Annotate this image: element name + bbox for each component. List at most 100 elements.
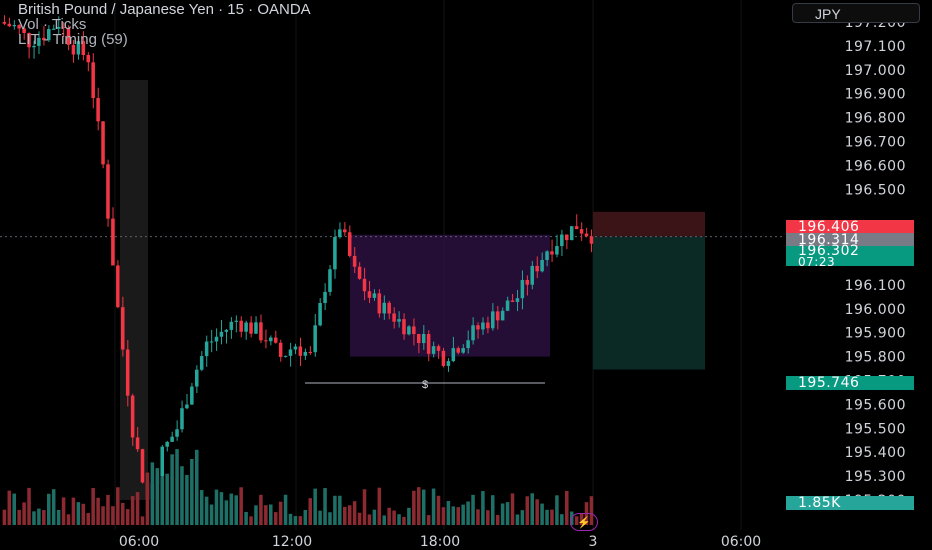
volume-bar (387, 507, 391, 525)
candle-body (27, 33, 31, 48)
price-tick-label: 196.800 (845, 111, 906, 127)
volume-indicator-label[interactable]: Vol · Ticks (18, 16, 87, 33)
volume-bar (347, 505, 352, 525)
candle-body (560, 234, 564, 247)
candle-body (91, 62, 95, 99)
volume-bar (446, 501, 451, 525)
candle-body (323, 291, 327, 304)
volume-bar (224, 500, 229, 525)
candle-body (352, 255, 357, 267)
candle-body (170, 436, 174, 442)
volume-bar (91, 487, 95, 525)
volume-bar (426, 515, 431, 525)
candle-body (51, 28, 56, 30)
volume-bar (466, 501, 470, 525)
candle-body (589, 236, 594, 244)
candle-body (219, 331, 224, 337)
volume-bar (7, 490, 12, 525)
candle-body (269, 337, 273, 342)
liquidity-label: $ (422, 379, 428, 391)
volume-bar (180, 466, 184, 525)
candle-body (510, 300, 515, 302)
candle-body (32, 45, 36, 48)
candle-body (288, 349, 293, 356)
candle-body (116, 265, 120, 308)
volume-bar (338, 495, 342, 525)
stop-price-tag: 196.406 (786, 220, 914, 234)
volume-bar (264, 505, 268, 525)
candle-body (303, 351, 308, 356)
volume-bar (515, 514, 520, 525)
volume-bar (214, 489, 219, 525)
volume-bar (451, 506, 456, 525)
candle-body (574, 226, 579, 230)
volume-bar (328, 512, 332, 525)
price-tick-label: 197.100 (845, 39, 906, 55)
candle-body (204, 341, 209, 357)
candle-body (249, 322, 253, 334)
currency-button[interactable]: JPY (792, 3, 920, 23)
candle-body (7, 23, 12, 27)
candle-body (392, 313, 396, 322)
lightning-icon[interactable]: ⚡ (570, 513, 598, 531)
candle-body (421, 334, 426, 344)
volume-bar (431, 488, 436, 525)
volume-bar (278, 501, 283, 525)
volume-bar (150, 462, 155, 525)
volume-bar (560, 514, 564, 525)
symbol-title[interactable]: British Pound / Japanese Yen · 15 · OAND… (18, 1, 311, 18)
price-tick-label: 196.100 (845, 278, 906, 294)
volume-bar (491, 495, 495, 525)
candle-body (125, 349, 130, 396)
volume-bar (66, 514, 71, 525)
candle-body (481, 322, 485, 330)
volume-bar (145, 472, 150, 525)
candle-body (37, 37, 41, 46)
volume-bar (86, 513, 90, 525)
last-price-value: 196.302 (798, 243, 860, 259)
candle-body (540, 259, 544, 272)
candle-body (535, 265, 539, 272)
volume-bar (589, 496, 594, 525)
last-price-tag: 196.302 07:23 (786, 243, 914, 268)
candle-body (293, 346, 298, 350)
volume-bar (209, 504, 214, 525)
price-tick-label: 196.900 (845, 87, 906, 103)
lit-timing-indicator-label[interactable]: LIT - Timing (59) (18, 31, 128, 48)
candle-body (476, 325, 480, 330)
volume-bar (397, 514, 401, 525)
candle-body (209, 341, 214, 343)
candle-body (377, 293, 382, 314)
volume-bar (323, 488, 327, 525)
volume-bar (476, 509, 480, 525)
volume-bar (579, 513, 584, 525)
time-tick-label: 06:00 (119, 534, 159, 550)
volume-bar (382, 515, 386, 525)
candle-body (387, 302, 391, 314)
candle-body (12, 25, 16, 27)
volume-bar (51, 489, 56, 525)
volume-bar (71, 497, 76, 525)
volume-bar (165, 473, 169, 525)
candle-body (382, 302, 386, 314)
volume-bar (402, 516, 406, 525)
volume-bar (81, 503, 86, 525)
candle-body (130, 395, 135, 438)
volume-bar (367, 514, 372, 525)
stop-loss-zone (593, 211, 705, 237)
candle-body (254, 322, 258, 334)
price-tick-label: 195.900 (845, 326, 906, 342)
volume-bar (61, 497, 66, 525)
volume-bar (377, 487, 382, 525)
volume-bar (565, 490, 569, 525)
candle-body (106, 164, 110, 219)
candle-body (436, 346, 441, 351)
candle-body (180, 408, 184, 430)
candle-body (239, 320, 243, 332)
volume-bar (254, 505, 258, 525)
candle-body (318, 303, 322, 326)
volume-bar (130, 496, 135, 525)
volume-bar (2, 509, 7, 525)
candle-body (333, 237, 337, 270)
